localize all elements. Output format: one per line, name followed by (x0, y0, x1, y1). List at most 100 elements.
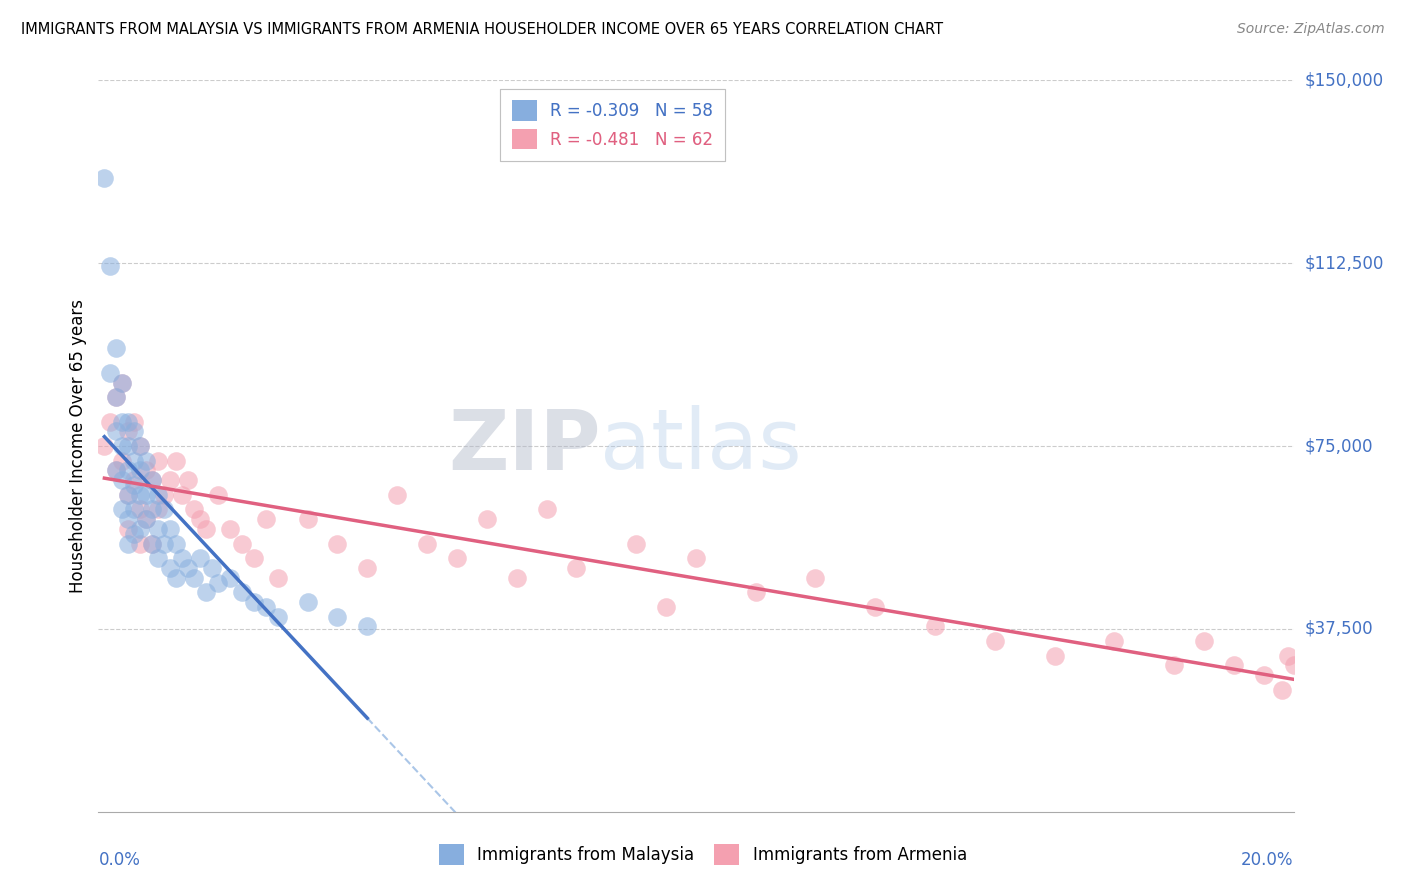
Text: ZIP: ZIP (449, 406, 600, 486)
Point (231, 585, 253, 599)
Point (141, 473, 163, 487)
Point (188, 512, 211, 526)
Point (984, 634, 1007, 648)
Point (129, 536, 152, 550)
Point (124, 425, 146, 439)
Point (254, 599, 277, 614)
Point (1282, 658, 1305, 673)
Point (117, 439, 139, 453)
Point (536, 502, 558, 516)
Point (117, 425, 139, 439)
Point (124, 473, 146, 487)
Point (105, 463, 128, 477)
Point (105, 463, 128, 477)
Point (129, 488, 152, 502)
Point (117, 512, 139, 526)
Point (475, 512, 498, 526)
Point (153, 536, 176, 550)
Point (188, 551, 211, 566)
Point (135, 512, 157, 526)
Point (117, 536, 139, 550)
Point (356, 561, 378, 575)
Point (165, 536, 187, 550)
Point (129, 439, 152, 453)
Point (201, 561, 224, 575)
Point (159, 522, 181, 536)
Point (207, 488, 229, 502)
Point (124, 478, 146, 492)
Point (135, 488, 157, 502)
Point (745, 585, 768, 599)
Point (177, 561, 200, 575)
Point (98, 366, 122, 380)
Point (1277, 648, 1299, 663)
Point (105, 390, 128, 404)
Point (153, 488, 176, 502)
Point (98, 415, 122, 429)
Point (124, 415, 146, 429)
Point (195, 522, 218, 536)
Point (105, 390, 128, 404)
Text: $75,000: $75,000 (1305, 437, 1374, 455)
Point (385, 488, 409, 502)
Point (356, 619, 378, 633)
Y-axis label: Householder Income Over 65 years: Householder Income Over 65 years (69, 299, 87, 593)
Text: $37,500: $37,500 (1305, 620, 1374, 638)
Point (416, 536, 439, 550)
Point (111, 376, 134, 390)
Point (626, 536, 648, 550)
Point (135, 512, 157, 526)
Point (655, 599, 678, 614)
Point (165, 453, 187, 467)
Point (105, 425, 128, 439)
Point (1192, 634, 1215, 648)
Point (446, 551, 468, 566)
Point (254, 512, 277, 526)
Point (1253, 668, 1275, 682)
Point (129, 439, 152, 453)
Point (117, 488, 139, 502)
Point (111, 502, 134, 516)
Point (1163, 658, 1185, 673)
Point (159, 561, 181, 575)
Point (165, 571, 187, 585)
Point (129, 463, 152, 477)
Point (153, 502, 176, 516)
Point (177, 473, 200, 487)
Point (117, 522, 139, 536)
Point (1223, 658, 1246, 673)
Point (297, 512, 319, 526)
Point (243, 551, 266, 566)
Point (183, 502, 205, 516)
Point (124, 526, 146, 541)
Point (1104, 634, 1126, 648)
Point (141, 502, 163, 516)
Point (172, 488, 194, 502)
Point (141, 536, 163, 550)
Legend: Immigrants from Malaysia, Immigrants from Armenia: Immigrants from Malaysia, Immigrants fro… (429, 834, 977, 875)
Point (141, 536, 163, 550)
Point (267, 609, 290, 624)
Point (148, 488, 170, 502)
Point (111, 453, 134, 467)
Text: 0.0%: 0.0% (98, 851, 141, 869)
Text: $112,500: $112,500 (1305, 254, 1384, 272)
Point (111, 439, 134, 453)
Point (326, 609, 349, 624)
Point (93, 439, 115, 453)
Point (1271, 682, 1294, 697)
Point (105, 342, 128, 356)
Point (219, 571, 242, 585)
Point (111, 415, 134, 429)
Point (129, 502, 152, 516)
Point (326, 536, 349, 550)
Point (172, 551, 194, 566)
Point (141, 473, 163, 487)
Point (183, 571, 205, 585)
Point (135, 453, 157, 467)
Point (148, 522, 170, 536)
Point (231, 536, 253, 550)
Point (565, 561, 588, 575)
Point (93, 170, 115, 185)
Point (506, 571, 529, 585)
